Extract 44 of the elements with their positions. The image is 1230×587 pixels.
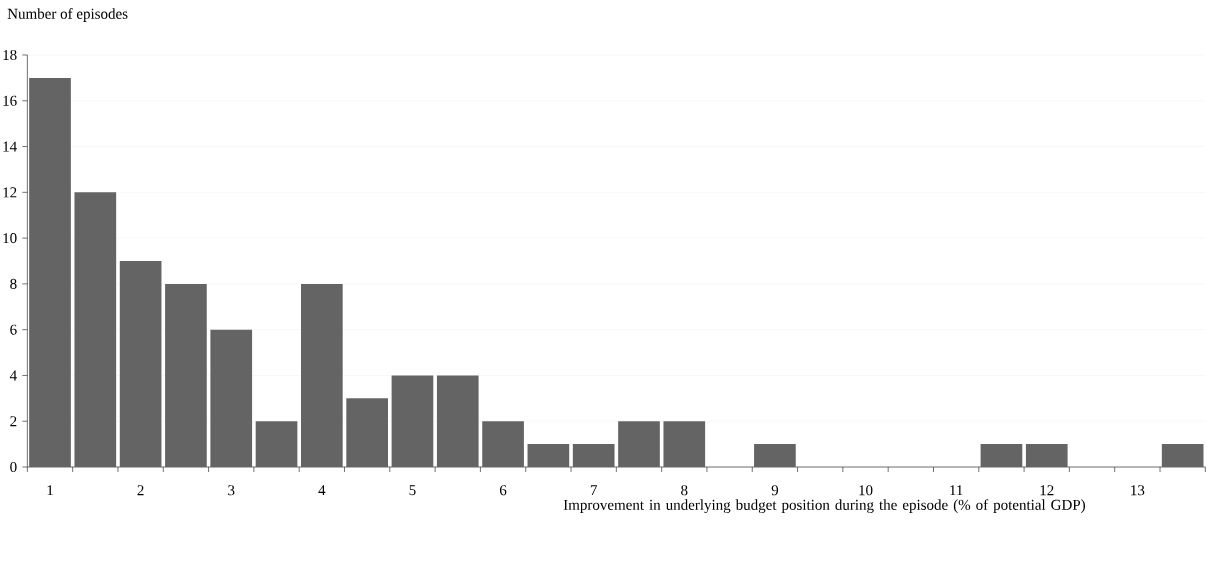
- x-tick-label: 10: [859, 485, 873, 496]
- bar: [527, 444, 570, 467]
- bar: [754, 444, 796, 467]
- y-tick-label: 14: [3, 141, 17, 152]
- y-tick-label: 10: [3, 233, 17, 244]
- y-tick-label: 12: [3, 187, 17, 198]
- bar: [1161, 444, 1204, 467]
- x-tick-label: 1: [47, 485, 53, 496]
- x-tick-label: 2: [137, 485, 144, 496]
- x-tick-label: 11: [950, 485, 963, 496]
- bar: [980, 444, 1023, 467]
- y-tick-label: 18: [3, 49, 17, 61]
- x-tick-label: 3: [228, 485, 235, 496]
- y-tick-label: 6: [10, 324, 17, 335]
- x-tick-label: 7: [590, 485, 597, 496]
- bar: [119, 261, 162, 467]
- x-tick-label: 9: [771, 485, 779, 496]
- x-axis-title: Improvement in underlying budget position during the episode (% of potential GDP): [563, 499, 1085, 513]
- y-tick-label: 2: [10, 416, 17, 427]
- bar: [618, 421, 660, 467]
- bar: [436, 375, 479, 467]
- bar: [346, 398, 388, 467]
- x-tick-label: 5: [409, 485, 416, 496]
- bar: [572, 444, 615, 467]
- y-tick-label: 8: [10, 278, 17, 289]
- x-tick-label: 4: [318, 485, 326, 496]
- bar: [29, 77, 71, 467]
- bar: [210, 329, 253, 467]
- y-tick-label: 0: [10, 461, 17, 473]
- y-tick-label: 16: [3, 95, 17, 106]
- bar: [255, 421, 298, 467]
- bar: [391, 375, 434, 467]
- bar: [1025, 444, 1068, 467]
- x-tick-label: 12: [1040, 485, 1054, 496]
- bar: [165, 283, 207, 467]
- bar: [482, 421, 524, 467]
- x-tick-label: 8: [681, 485, 688, 496]
- x-tick-label: 13: [1131, 485, 1145, 496]
- y-axis-title: Number of episodes: [7, 8, 128, 22]
- bar: [301, 283, 343, 467]
- x-tick-label: 6: [499, 485, 507, 496]
- bar: [74, 192, 117, 467]
- bar: [663, 421, 706, 467]
- y-tick-label: 4: [9, 370, 17, 381]
